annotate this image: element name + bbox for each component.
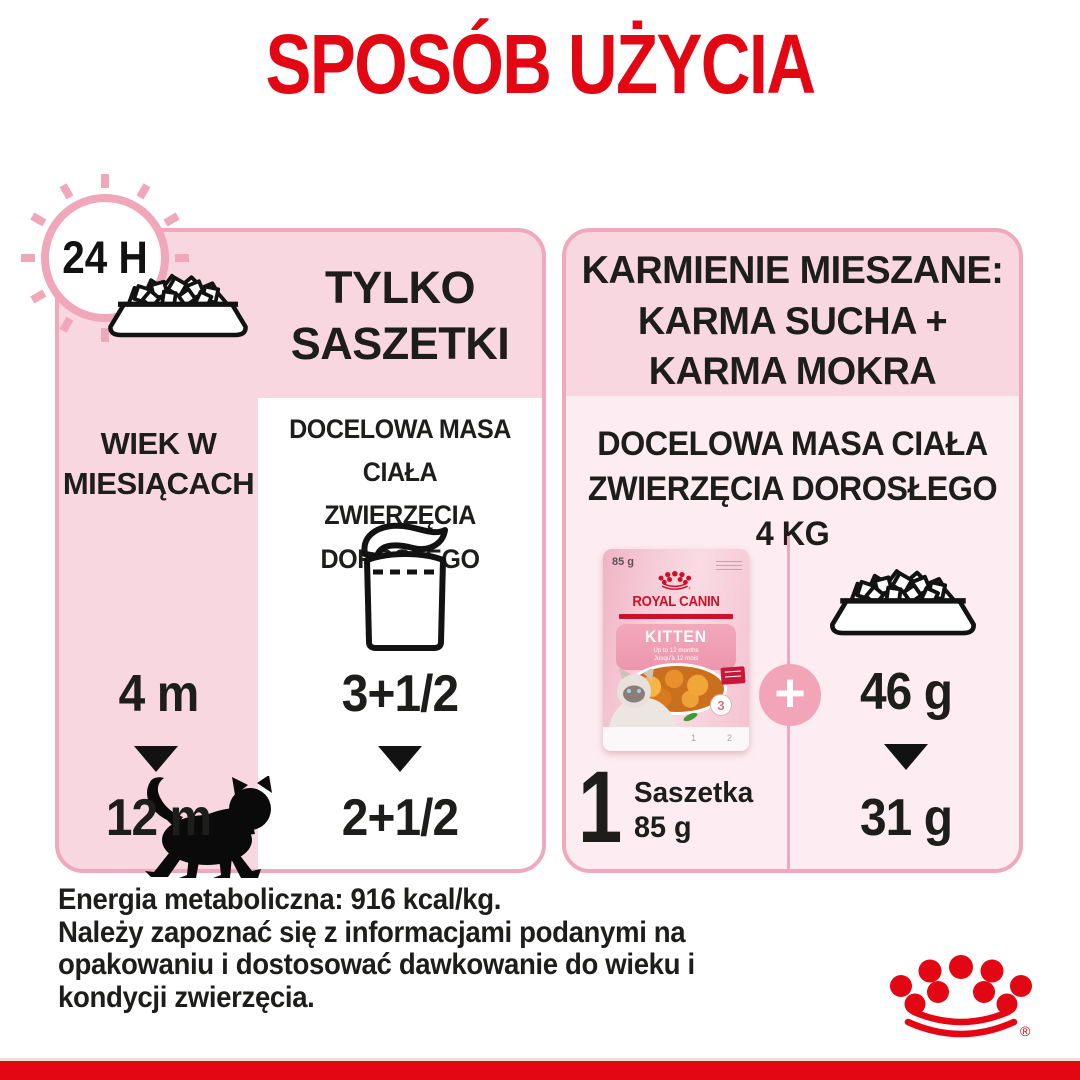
kibble-bowl-icon bbox=[103, 262, 253, 339]
pouch-fineprint-lines bbox=[716, 558, 742, 573]
pouch-sachet-icon bbox=[351, 520, 459, 654]
product-brand-label: ROYAL CANIN bbox=[632, 593, 720, 610]
age-column-header: WIEK W MIESIĄCACH bbox=[62, 426, 255, 502]
page-title: SPOSÓB UŻYCIA bbox=[265, 17, 817, 111]
footer-note: Energia metaboliczna: 916 kcal/kg. Należ… bbox=[58, 883, 695, 1014]
arrow-down-icon bbox=[378, 746, 422, 772]
mixed-feeding-panel: KARMIENIE MIESZANE: KARMA SUCHA + KARMA … bbox=[562, 228, 1023, 873]
product-sub-label-2: Jusqu'à 12 mois bbox=[653, 655, 699, 663]
measure-mark: 1 bbox=[691, 733, 697, 743]
kibble-bowl-icon bbox=[824, 557, 982, 637]
wet-dose-group: 1 Saszetka 85 g bbox=[578, 750, 758, 864]
dry-dose-from-value: 46 g bbox=[859, 663, 953, 721]
wet-dose-weight: 85 g bbox=[633, 810, 692, 844]
mixed-feeding-header: KARMIENIE MIESZANE: KARMA SUCHA + KARMA … bbox=[581, 249, 1004, 394]
pouch-only-header: TYLKO SASZETKI bbox=[290, 262, 510, 369]
product-badge: 3 bbox=[710, 694, 732, 716]
pouch-measure-strip: 1 2 bbox=[603, 727, 749, 751]
wet-dose-unit: Saszetka bbox=[633, 777, 753, 809]
in-sauce-tag bbox=[720, 666, 746, 685]
pouch-dose-to-value: 2+1/2 bbox=[341, 789, 459, 847]
product-pouch-image: 85 g ROYAL CANIN KITTEN Up to 12 months … bbox=[603, 549, 749, 751]
pouch-dose-from-value: 3+1/2 bbox=[341, 665, 459, 723]
age-to-value: 12 m bbox=[105, 789, 212, 847]
arrow-down-icon bbox=[134, 746, 178, 772]
product-weight-label: 85 g bbox=[612, 556, 635, 568]
product-range-panel: KITTEN Up to 12 months Jusqu'à 12 mois bbox=[616, 624, 736, 670]
wet-dose-count: 1 bbox=[578, 750, 622, 864]
royal-canin-crown-logo bbox=[657, 568, 695, 591]
plus-icon: + bbox=[759, 664, 821, 726]
royal-canin-crown-logo bbox=[886, 942, 1046, 1042]
clock-badge-label: 24 H bbox=[62, 233, 148, 283]
measure-mark: 2 bbox=[727, 733, 733, 743]
bottom-hairline bbox=[0, 1058, 1080, 1061]
product-range-label: KITTEN bbox=[644, 627, 707, 646]
mixed-feeding-subheader: DOCELOWA MASA CIAŁA ZWIERZĘCIA DOROSŁEGO… bbox=[587, 425, 998, 554]
age-from-value: 4 m bbox=[118, 665, 200, 723]
product-brand-rule bbox=[619, 614, 733, 619]
dry-dose-to-value: 31 g bbox=[859, 789, 953, 847]
bottom-red-bar bbox=[0, 1061, 1080, 1080]
product-sub-label-1: Up to 12 months bbox=[653, 647, 699, 654]
arrow-down-icon bbox=[884, 744, 928, 770]
